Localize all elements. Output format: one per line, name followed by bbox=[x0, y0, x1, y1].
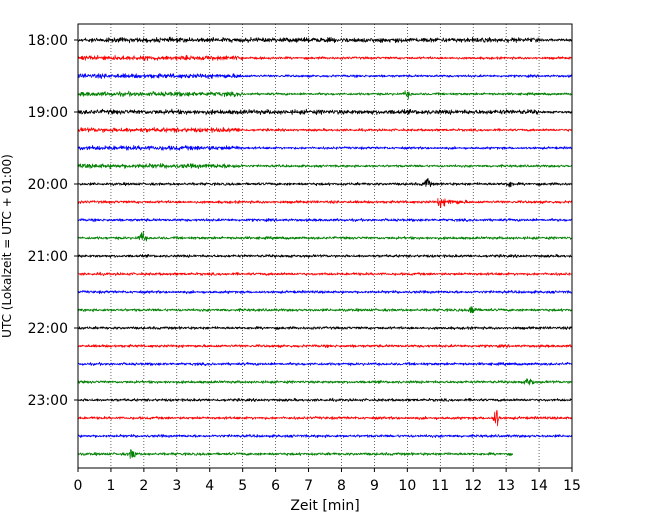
x-tick-label: 3 bbox=[172, 478, 181, 494]
trace-line bbox=[77, 378, 573, 386]
y-axis-ticks: 18:00 19:00 20:00 21:00 22:00 23:00 bbox=[28, 33, 78, 409]
x-tick-label: 10 bbox=[398, 478, 416, 494]
y-axis-title: UTC (Lokalzeit = UTC + 01:00) bbox=[0, 154, 14, 338]
x-tick-label: 4 bbox=[205, 478, 214, 494]
trace-line bbox=[77, 73, 573, 80]
trace-line bbox=[77, 397, 573, 403]
x-tick-label: 7 bbox=[304, 478, 313, 494]
trace-line bbox=[77, 253, 573, 259]
x-tick-label: 13 bbox=[497, 478, 515, 494]
y-tick-label: 18:00 bbox=[28, 33, 68, 49]
x-tick-label: 12 bbox=[464, 478, 482, 494]
trace-line bbox=[77, 36, 573, 44]
x-tick-label: 6 bbox=[271, 478, 280, 494]
trace-line bbox=[77, 178, 573, 188]
trace-line bbox=[77, 108, 573, 116]
trace-line bbox=[77, 433, 573, 439]
trace-line bbox=[77, 289, 573, 295]
x-axis-title: Zeit [min] bbox=[290, 498, 359, 514]
y-tick-label: 21:00 bbox=[28, 249, 68, 265]
trace-line bbox=[77, 162, 573, 170]
x-tick-label: 8 bbox=[337, 478, 346, 494]
trace-layer bbox=[77, 36, 573, 459]
y-tick-label: 19:00 bbox=[28, 105, 68, 121]
trace-line bbox=[77, 343, 573, 349]
trace-line bbox=[77, 54, 573, 62]
x-tick-label: 0 bbox=[74, 478, 83, 494]
x-tick-label: 15 bbox=[563, 478, 581, 494]
plot-background bbox=[78, 24, 572, 468]
x-tick-label: 9 bbox=[370, 478, 379, 494]
y-tick-label: 23:00 bbox=[28, 393, 68, 409]
trace-line bbox=[77, 231, 573, 242]
x-tick-label: 1 bbox=[106, 478, 115, 494]
trace-line bbox=[77, 361, 573, 367]
x-tick-label: 2 bbox=[139, 478, 148, 494]
trace-line bbox=[77, 126, 573, 134]
trace-line bbox=[77, 271, 573, 276]
trace-line bbox=[77, 306, 573, 314]
trace-line bbox=[77, 217, 573, 223]
trace-line bbox=[77, 449, 514, 459]
y-tick-label: 22:00 bbox=[28, 321, 68, 337]
vertical-grid bbox=[110, 24, 540, 468]
x-tick-label: 5 bbox=[238, 478, 247, 494]
trace-line bbox=[77, 90, 573, 100]
plot-frame bbox=[77, 23, 573, 469]
trace-line bbox=[77, 197, 573, 208]
trace-line bbox=[77, 144, 573, 151]
x-tick-label: 11 bbox=[431, 478, 449, 494]
x-axis-ticks: 0 1 2 3 4 5 6 7 8 9 10 11 12 13 14 15 bbox=[74, 468, 581, 494]
trace-line bbox=[77, 409, 573, 427]
x-tick-label: 14 bbox=[530, 478, 548, 494]
y-tick-label: 20:00 bbox=[28, 177, 68, 193]
trace-line bbox=[77, 325, 573, 331]
